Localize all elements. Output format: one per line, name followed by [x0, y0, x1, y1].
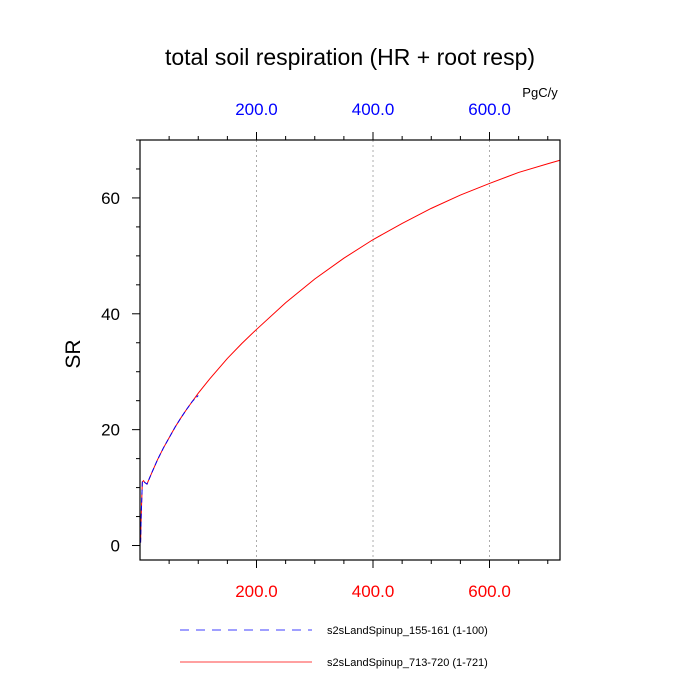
y-tick-label: 0 — [111, 537, 120, 556]
x-tick-label-bottom: 200.0 — [235, 582, 278, 601]
y-tick-label: 20 — [101, 421, 120, 440]
series-layer — [140, 159, 561, 543]
y-axis-label: SR — [62, 339, 85, 368]
axis-ticks — [132, 132, 549, 568]
top-axis-unit-label: PgC/y — [522, 85, 558, 100]
legend: s2sLandSpinup_155-161 (1-100) s2sLandSpin… — [180, 625, 488, 669]
x-tick-label-top: 400.0 — [352, 100, 395, 119]
grid-lines — [256, 140, 490, 560]
x-tick-label-bottom: 600.0 — [468, 582, 511, 601]
series-line — [140, 159, 561, 543]
x-tick-label-top: 200.0 — [235, 100, 278, 119]
x-tick-label-bottom: 400.0 — [352, 582, 395, 601]
y-tick-label: 40 — [101, 305, 120, 324]
legend-label: s2sLandSpinup_713-720 (1-721) — [327, 657, 488, 669]
chart-title: total soil respiration (HR + root resp) — [165, 44, 535, 70]
axis-tick-labels: 200.0 200.0 400.0 400.0 600.0 600.0 0 20 40 60 — [101, 100, 511, 601]
y-tick-label: 60 — [101, 189, 120, 208]
legend-label: s2sLandSpinup_155-161 (1-100) — [327, 625, 488, 637]
series-line — [140, 395, 199, 543]
plot-frame — [139, 139, 561, 561]
x-tick-label-top: 600.0 — [468, 100, 511, 119]
